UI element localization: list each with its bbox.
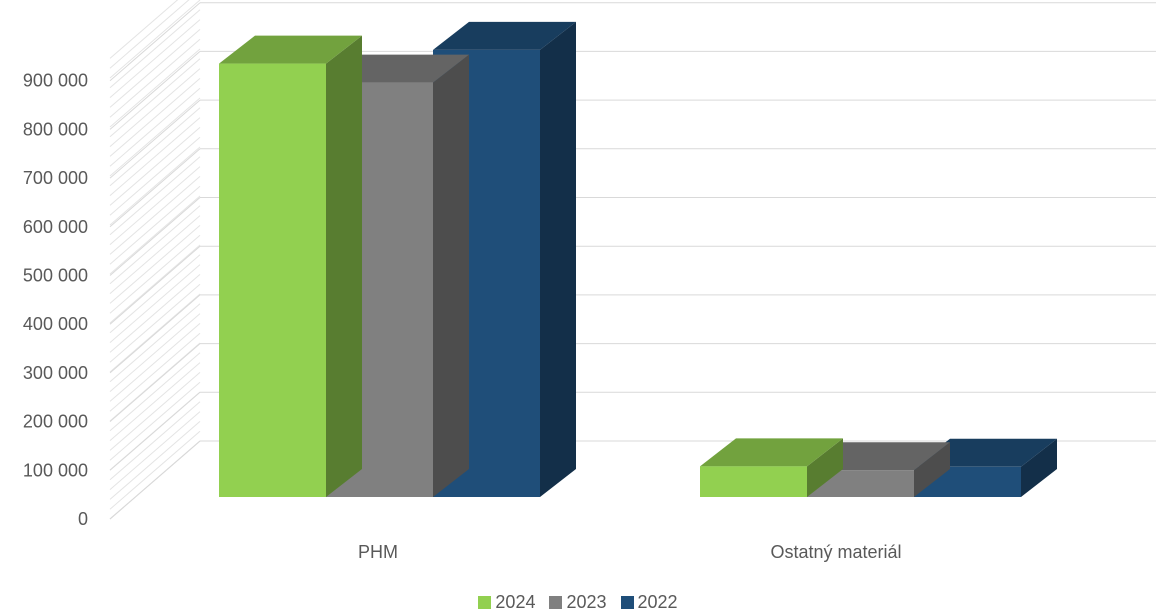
gridline-diagonal: [109, 343, 201, 422]
y-tick-label: 200 000: [23, 412, 88, 432]
gridline-diagonal: [109, 51, 201, 130]
wall-hatch-line: [109, 421, 201, 500]
x-category-label: PHM: [358, 542, 398, 562]
wall-hatch-line: [109, 87, 201, 167]
wall-hatch-line: [109, 352, 201, 432]
bar-side-face: [326, 35, 362, 497]
chart-bars: [219, 21, 1057, 498]
gridline-diagonal: [109, 294, 201, 374]
wall-hatch-line: [109, 117, 201, 196]
bar-front-face: [700, 466, 807, 497]
wall-hatch-line: [109, 244, 201, 324]
wall-hatch-line: [109, 332, 201, 412]
bar-side-face: [433, 54, 469, 498]
legend-label: 2022: [637, 592, 678, 612]
wall-hatch-line: [109, 205, 201, 285]
gridline-diagonal: [109, 99, 201, 179]
y-tick-label: 400 000: [23, 314, 88, 334]
wall-hatch-line: [109, 234, 201, 314]
wall-hatch-line: [109, 29, 201, 108]
gridline-diagonal: [109, 2, 201, 82]
wall-hatch-line: [109, 225, 201, 304]
legend-label: 2023: [566, 592, 607, 612]
wall-hatch-line: [109, 156, 201, 236]
bar-top-face: [219, 35, 362, 64]
wall-hatch-line: [109, 0, 179, 59]
chart-walls: [109, 0, 201, 520]
wall-hatch-line: [109, 323, 201, 402]
bar-front-face: [219, 63, 326, 497]
y-tick-label: 900 000: [23, 71, 88, 91]
bar-top-face: [700, 438, 843, 467]
wall-hatch-line: [109, 362, 201, 441]
bar-2024-phm: [219, 35, 362, 497]
gridline-diagonal: [109, 148, 201, 228]
y-tick-label: 800 000: [23, 119, 88, 139]
legend-item: 2023: [549, 592, 607, 613]
wall-hatch-line: [109, 38, 201, 118]
legend-swatch: [549, 596, 563, 609]
wall-hatch-line: [109, 58, 201, 138]
wall-hatch-line: [109, 176, 201, 255]
wall-hatch-line: [109, 411, 201, 490]
gridline-diagonal: [109, 197, 201, 276]
wall-hatch-line: [109, 146, 201, 226]
wall-hatch-line: [109, 9, 201, 89]
wall-hatch-line: [109, 68, 201, 147]
wall-hatch-line: [109, 381, 201, 461]
wall-hatch-line: [109, 254, 201, 334]
bar-2024-ostatny: [700, 438, 843, 497]
wall-hatch-line: [109, 48, 201, 128]
wall-hatch-line: [109, 283, 201, 363]
wall-hatch-line: [109, 293, 201, 373]
wall-hatch-line: [109, 274, 201, 353]
bar-side-face: [540, 21, 576, 498]
bar-side-face: [807, 438, 843, 497]
wall-hatch-line: [109, 136, 201, 216]
floor-edge: [109, 440, 201, 520]
wall-hatch-line: [109, 195, 201, 275]
gridline-diagonal: [109, 391, 201, 471]
wall-hatch-line: [109, 78, 201, 157]
wall-hatch-line: [109, 166, 201, 245]
legend-item: 2024: [478, 592, 535, 613]
wall-hatch-line: [109, 0, 190, 69]
y-tick-label: 300 000: [23, 363, 88, 383]
y-tick-label: 600 000: [23, 217, 88, 237]
wall-hatch-line: [109, 185, 201, 265]
bar-side-face: [1021, 438, 1057, 497]
y-tick-label: 100 000: [23, 460, 88, 480]
gridline-diagonal: [109, 245, 201, 325]
x-axis-categories: PHM Ostatný materiál: [358, 542, 902, 562]
legend-swatch: [620, 596, 634, 609]
chart-legend: 2024 2023 2022: [0, 592, 1156, 613]
y-axis-ticks: 0 100 000 200 000 300 000 400 000 500 000 600 …: [23, 71, 88, 529]
wall-hatch-line: [109, 430, 201, 510]
wall-hatch-line: [109, 313, 201, 392]
wall-hatch-line: [109, 127, 201, 206]
bar-top-face: [433, 21, 576, 50]
wall-hatch-line: [109, 97, 201, 177]
bar-side-face: [914, 442, 950, 497]
legend-swatch: [478, 596, 492, 609]
wall-hatch-line: [109, 215, 201, 294]
legend-item: 2022: [620, 592, 678, 613]
x-category-label: Ostatný materiál: [770, 542, 901, 562]
wall-hatch-line: [109, 372, 201, 451]
y-tick-label: 0: [78, 509, 88, 529]
y-tick-label: 500 000: [23, 266, 88, 286]
wall-hatch-line: [109, 107, 201, 187]
legend-label: 2024: [495, 592, 536, 612]
wall-hatch-line: [109, 303, 201, 383]
wall-hatch-line: [109, 401, 201, 481]
wall-hatch-line: [109, 264, 201, 343]
wall-hatch-line: [109, 0, 201, 79]
wall-hatch-line: [109, 19, 201, 98]
y-tick-label: 700 000: [23, 168, 88, 188]
